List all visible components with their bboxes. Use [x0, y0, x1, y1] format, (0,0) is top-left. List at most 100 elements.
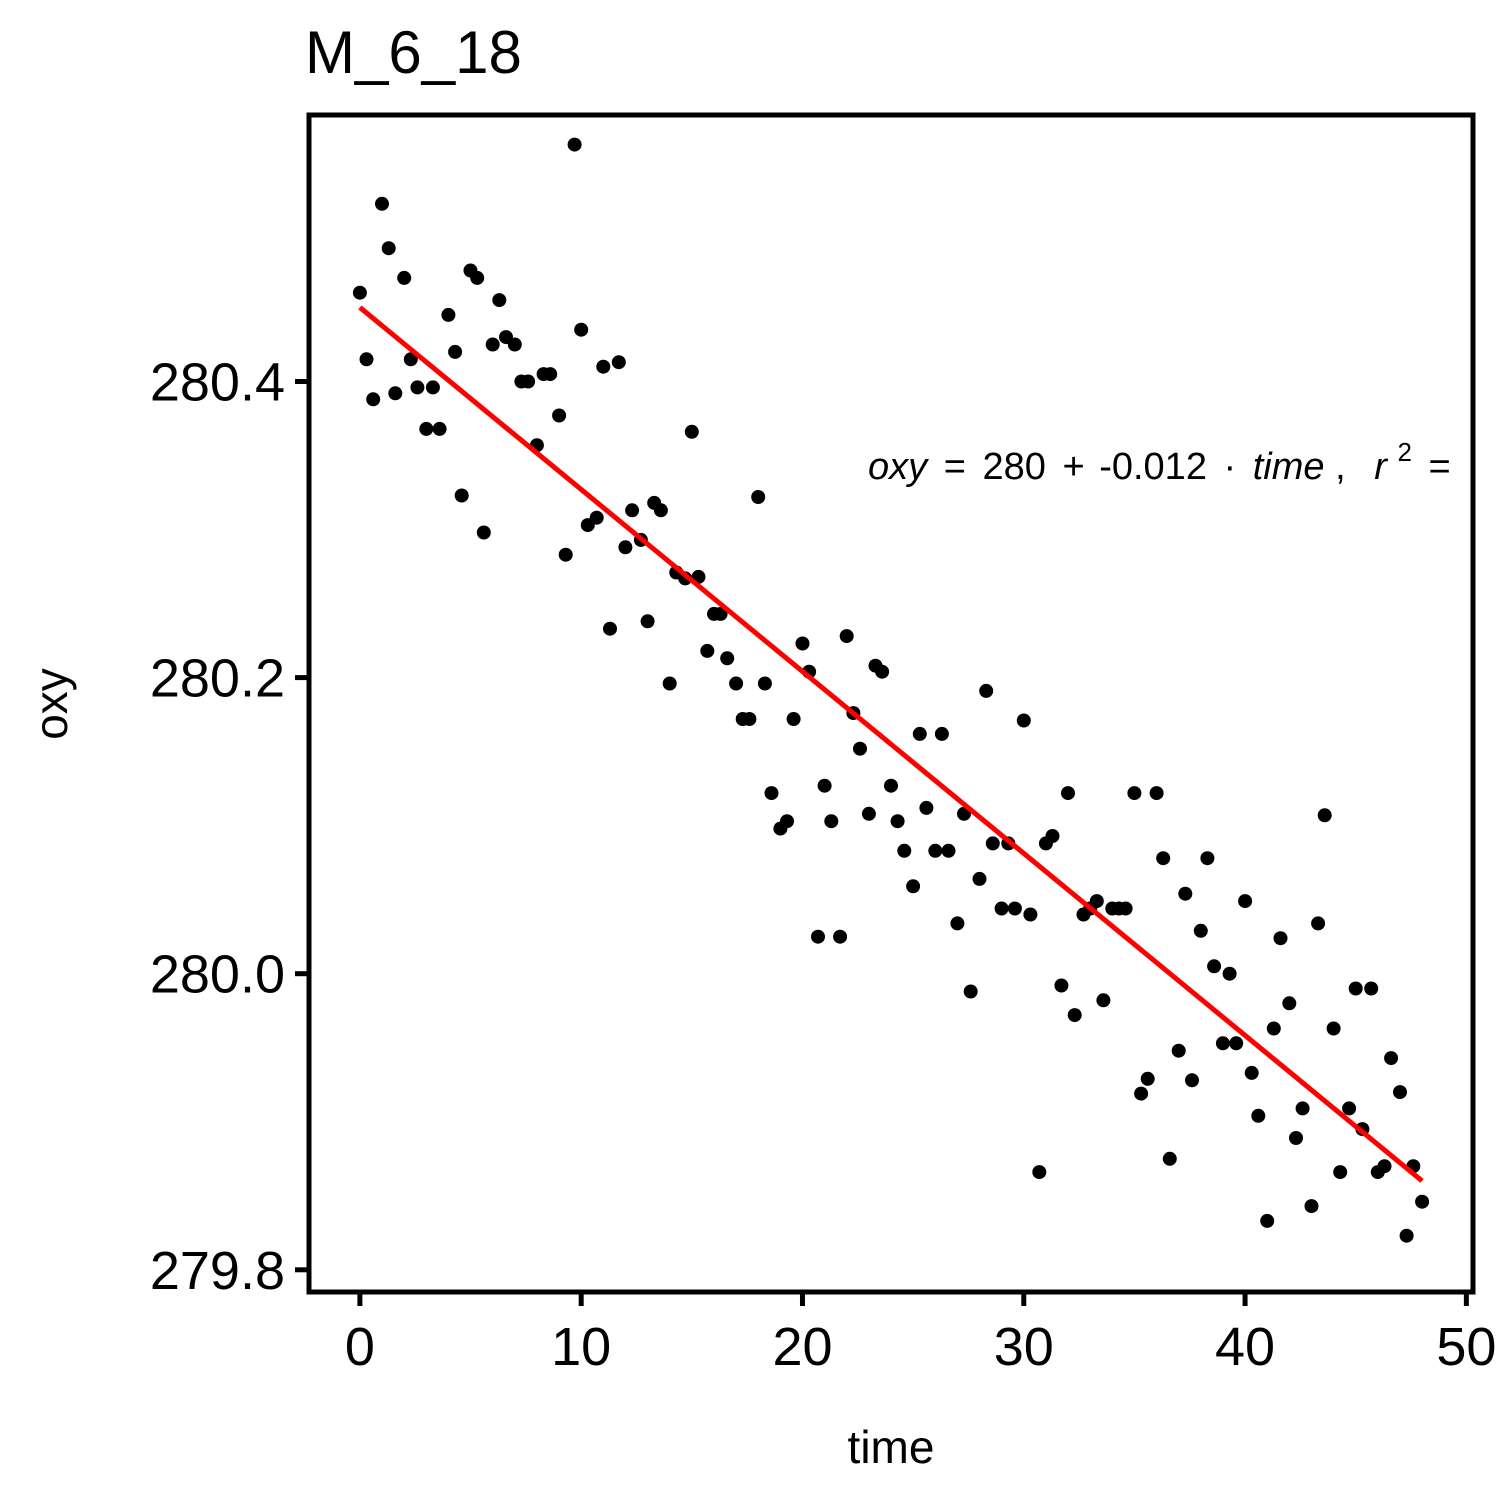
data-point: [507, 337, 522, 352]
data-point: [653, 503, 668, 518]
data-point: [1251, 1108, 1266, 1123]
data-point: [919, 800, 934, 815]
data-point: [1260, 1213, 1275, 1228]
data-point: [890, 814, 905, 829]
data-point: [684, 424, 699, 439]
data-point: [574, 322, 589, 337]
data-point: [611, 355, 626, 370]
data-point: [875, 664, 890, 679]
data-point: [1295, 1101, 1310, 1116]
data-point: [1045, 829, 1060, 843]
data-point: [1348, 981, 1363, 996]
eq-r2-sup: 2: [1397, 437, 1411, 467]
x-tick-label: 20: [772, 1317, 832, 1377]
data-point: [1171, 1043, 1186, 1058]
plot-marks: [352, 137, 1430, 1243]
data-point: [811, 929, 825, 944]
data-point: [861, 806, 876, 821]
data-point: [950, 916, 965, 931]
eq-r2: r: [1374, 446, 1388, 488]
eq-dot: ·: [1224, 446, 1237, 488]
data-point: [567, 137, 582, 152]
eq-var: time: [1253, 446, 1325, 488]
eq-plus: +: [1062, 446, 1084, 488]
data-point: [1317, 808, 1332, 823]
data-point: [1185, 1073, 1199, 1088]
data-point: [1304, 1199, 1319, 1214]
data-point: [1266, 1021, 1281, 1036]
data-point: [1377, 1159, 1392, 1174]
data-point: [941, 843, 956, 858]
data-point: [1364, 981, 1379, 996]
data-point: [381, 241, 396, 256]
data-point: [1311, 916, 1326, 931]
data-point: [625, 503, 640, 518]
data-point: [1032, 1165, 1047, 1180]
data-point: [589, 510, 604, 525]
y-tick-label: 280.2: [150, 649, 285, 709]
data-point: [1289, 1131, 1303, 1145]
data-point: [1333, 1165, 1348, 1180]
eq-intercept: 280: [982, 446, 1045, 488]
data-point: [1399, 1228, 1414, 1243]
data-point: [1162, 1151, 1177, 1166]
data-point: [1089, 894, 1104, 909]
data-point: [833, 929, 848, 944]
data-point: [1149, 786, 1164, 801]
data-point: [1326, 1021, 1341, 1036]
data-point: [425, 380, 440, 395]
data-point: [596, 359, 611, 374]
data-point: [824, 814, 839, 829]
data-point: [972, 871, 987, 886]
data-point: [713, 606, 728, 621]
data-point: [397, 270, 412, 285]
data-point: [419, 421, 434, 436]
data-point: [1193, 923, 1208, 938]
data-point: [1222, 966, 1237, 981]
data-point: [1067, 1008, 1082, 1023]
data-point: [817, 778, 832, 793]
x-tick-label: 40: [1215, 1317, 1275, 1377]
data-point: [912, 726, 927, 741]
data-point: [742, 712, 757, 726]
data-point: [1007, 901, 1022, 916]
data-point: [403, 352, 418, 367]
y-tick-label: 280.4: [150, 352, 285, 412]
data-point: [1415, 1194, 1430, 1209]
x-tick-label: 0: [345, 1317, 375, 1377]
y-axis-title: oxy: [25, 668, 77, 740]
eq-comma: ,: [1335, 446, 1346, 488]
data-point: [1393, 1085, 1407, 1100]
data-point: [432, 421, 447, 436]
data-point: [700, 643, 715, 658]
data-point: [552, 408, 567, 423]
data-point: [476, 525, 491, 540]
data-point: [963, 984, 978, 999]
data-point: [640, 614, 655, 629]
data-point: [751, 490, 766, 504]
data-point: [757, 676, 772, 691]
data-point: [764, 786, 779, 801]
x-tick-label: 30: [994, 1317, 1054, 1377]
data-point: [853, 741, 867, 756]
data-point: [543, 367, 558, 382]
data-point: [1238, 894, 1253, 909]
data-point: [985, 836, 1000, 851]
regression-equation: oxy = 280 + -0.012 · time , r 2 =: [868, 428, 1451, 488]
data-point: [1061, 786, 1075, 801]
data-point: [366, 392, 381, 407]
data-point: [521, 374, 536, 389]
data-point: [448, 344, 463, 359]
data-point: [1156, 851, 1171, 866]
data-point: [729, 676, 744, 691]
data-point: [1016, 713, 1031, 728]
x-tick-label: 50: [1436, 1317, 1496, 1377]
data-point: [410, 380, 425, 395]
data-point: [1342, 1101, 1357, 1116]
data-point: [1229, 1036, 1244, 1051]
data-point: [603, 621, 617, 636]
data-point: [1215, 1036, 1230, 1051]
data-point: [388, 386, 403, 401]
data-point: [928, 843, 943, 858]
